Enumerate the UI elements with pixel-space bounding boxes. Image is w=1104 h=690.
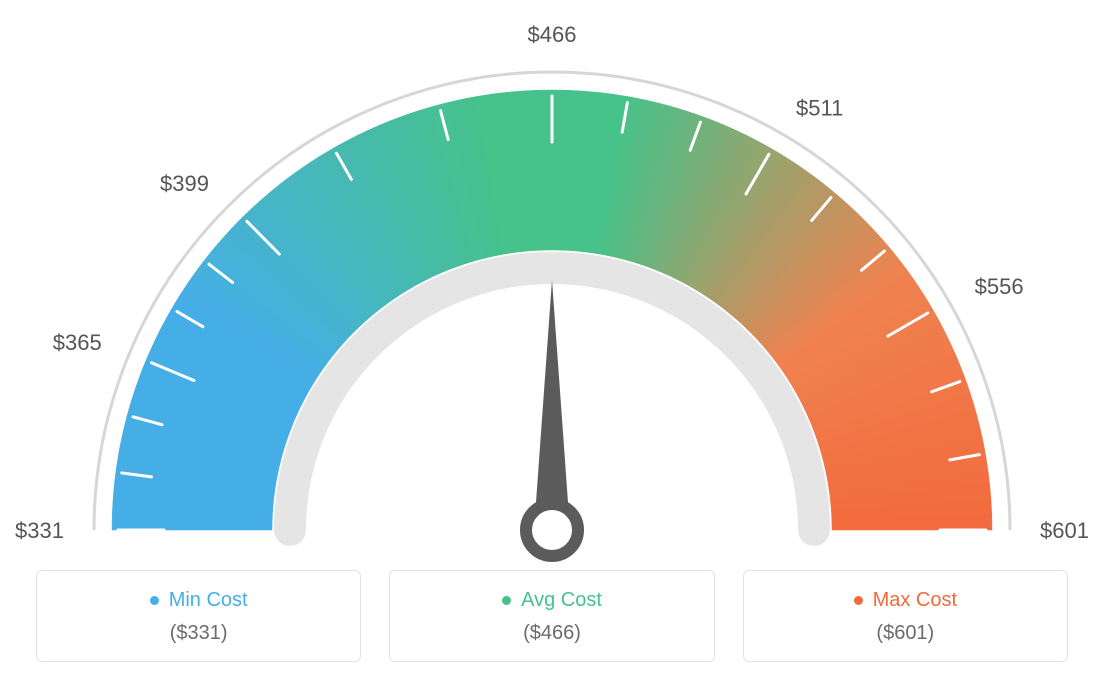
- gauge-axis-label: $399: [160, 171, 209, 196]
- gauge-needle: [534, 280, 570, 530]
- legend-label-max: Max Cost: [873, 589, 957, 612]
- legend-card-min: Min Cost ($331): [36, 570, 361, 662]
- legend-title-min: Min Cost: [150, 589, 248, 612]
- gauge-axis-label: $466: [528, 22, 577, 47]
- legend-dot-avg: [502, 596, 511, 605]
- gauge-needle-hub: [526, 504, 578, 556]
- cost-gauge-stage: $331 $365 $399 $466 $511 $556 $601 Min Cost ($…: [0, 0, 1104, 690]
- legend-card-max: Max Cost ($601): [743, 570, 1068, 662]
- legend-dot-max: [854, 596, 863, 605]
- legend-card-avg: Avg Cost ($466): [389, 570, 714, 662]
- gauge-axis-label: $331: [15, 518, 64, 543]
- legend-label-avg: Avg Cost: [521, 589, 602, 612]
- legend-row: Min Cost ($331) Avg Cost ($466) Max Cost…: [36, 570, 1068, 662]
- legend-title-max: Max Cost: [854, 589, 957, 612]
- legend-value-avg: ($466): [400, 622, 703, 645]
- legend-label-min: Min Cost: [169, 589, 248, 612]
- gauge-axis-label: $556: [975, 274, 1024, 299]
- gauge-container: $331 $365 $399 $466 $511 $556 $601: [0, 0, 1104, 570]
- legend-value-max: ($601): [754, 622, 1057, 645]
- gauge-axis-label: $601: [1040, 518, 1089, 543]
- gauge-axis-label: $365: [53, 330, 102, 355]
- gauge-axis-label: $511: [796, 95, 843, 120]
- legend-dot-min: [150, 596, 159, 605]
- gauge-svg: $331 $365 $399 $466 $511 $556 $601: [0, 0, 1104, 570]
- legend-value-min: ($331): [47, 622, 350, 645]
- legend-title-avg: Avg Cost: [502, 589, 602, 612]
